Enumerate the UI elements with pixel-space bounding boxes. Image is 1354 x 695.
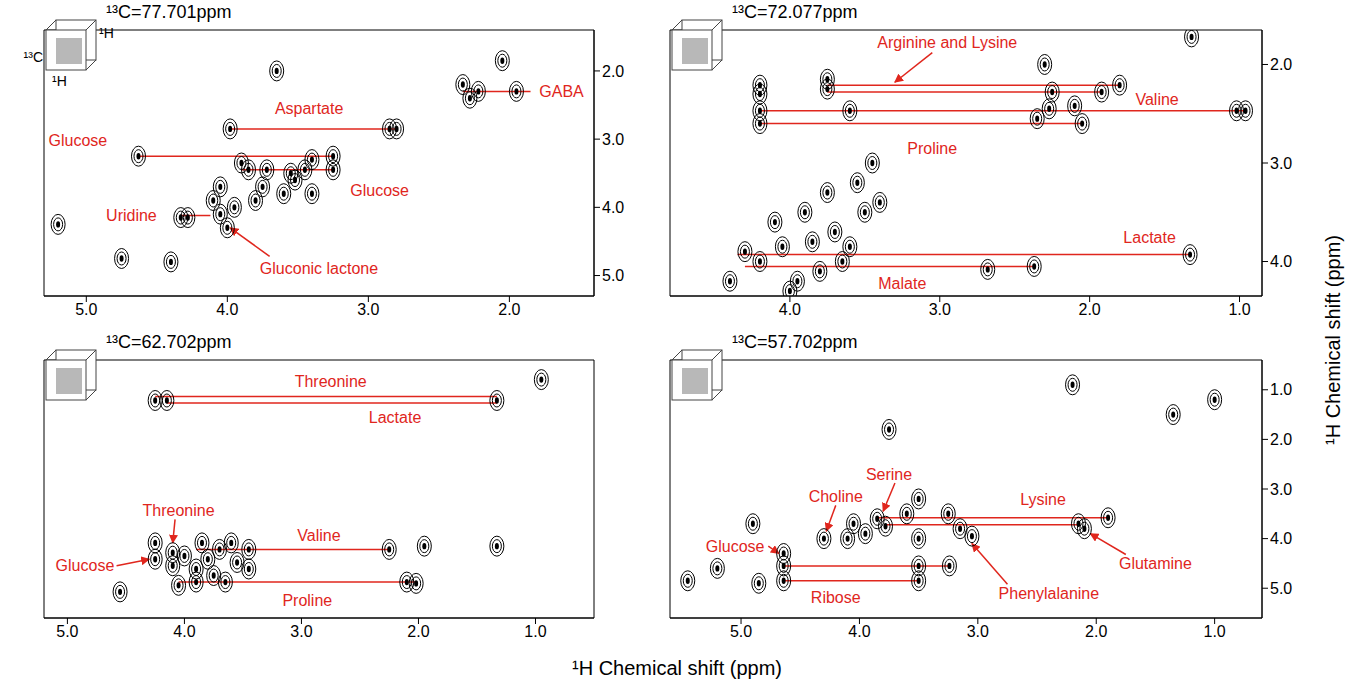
svg-text:5.0: 5.0 bbox=[56, 623, 78, 640]
svg-text:4.0: 4.0 bbox=[848, 623, 870, 640]
svg-text:2.0: 2.0 bbox=[1270, 56, 1292, 73]
svg-text:4.0: 4.0 bbox=[1270, 253, 1292, 270]
svg-text:Proline: Proline bbox=[907, 140, 957, 157]
svg-text:2.0: 2.0 bbox=[1085, 623, 1107, 640]
svg-text:Lysine: Lysine bbox=[1020, 491, 1066, 508]
svg-text:1.0: 1.0 bbox=[1228, 301, 1250, 318]
svg-text:3.0: 3.0 bbox=[929, 301, 951, 318]
svg-text:1.0: 1.0 bbox=[524, 623, 546, 640]
svg-text:Choline: Choline bbox=[809, 488, 863, 505]
svg-text:Threonine: Threonine bbox=[143, 502, 215, 519]
svg-text:Valine: Valine bbox=[297, 527, 340, 544]
svg-text:4.0: 4.0 bbox=[779, 301, 801, 318]
svg-text:Threonine: Threonine bbox=[295, 373, 367, 390]
svg-text:3.0: 3.0 bbox=[290, 623, 312, 640]
svg-text:1.0: 1.0 bbox=[1270, 381, 1292, 398]
html-text:¹³C=72.077ppm: ¹³C=72.077ppm bbox=[732, 2, 858, 22]
svg-text:1.0: 1.0 bbox=[1204, 623, 1226, 640]
svg-text:Glucose: Glucose bbox=[706, 538, 765, 555]
svg-text:Glucose: Glucose bbox=[48, 132, 107, 149]
html-text:¹³C=77.701ppm: ¹³C=77.701ppm bbox=[106, 2, 232, 22]
svg-text:Glucose: Glucose bbox=[56, 557, 115, 574]
svg-text:¹H: ¹H bbox=[52, 73, 67, 89]
svg-text:5.0: 5.0 bbox=[602, 267, 624, 284]
svg-text:Arginine and Lysine: Arginine and Lysine bbox=[877, 34, 1017, 51]
svg-text:3.0: 3.0 bbox=[1270, 155, 1292, 172]
svg-text:Glucose: Glucose bbox=[350, 182, 409, 199]
svg-text:3.0: 3.0 bbox=[1270, 481, 1292, 498]
svg-text:Valine: Valine bbox=[1135, 91, 1178, 108]
svg-text:Ribose: Ribose bbox=[811, 589, 861, 606]
svg-text:2.0: 2.0 bbox=[1270, 431, 1292, 448]
svg-text:2.0: 2.0 bbox=[1079, 301, 1101, 318]
html-text:¹³C=57.702ppm: ¹³C=57.702ppm bbox=[732, 332, 858, 352]
svg-text:Glutamine: Glutamine bbox=[1119, 555, 1192, 572]
svg-text:Aspartate: Aspartate bbox=[275, 100, 344, 117]
svg-text:2.0: 2.0 bbox=[498, 301, 520, 318]
svg-text:3.0: 3.0 bbox=[602, 131, 624, 148]
svg-text:¹³C: ¹³C bbox=[24, 49, 43, 65]
svg-text:2.0: 2.0 bbox=[602, 63, 624, 80]
svg-text:3.0: 3.0 bbox=[357, 301, 379, 318]
svg-text:¹H Chemical shift (ppm): ¹H Chemical shift (ppm) bbox=[1322, 235, 1344, 445]
svg-text:Malate: Malate bbox=[878, 275, 926, 292]
svg-text:3.0: 3.0 bbox=[967, 623, 989, 640]
html-text:¹H Chemical shift (ppm): ¹H Chemical shift (ppm) bbox=[572, 657, 782, 679]
svg-text:Lactate: Lactate bbox=[1123, 229, 1176, 246]
svg-text:Gluconic lactone: Gluconic lactone bbox=[260, 260, 378, 277]
svg-text:2.0: 2.0 bbox=[407, 623, 429, 640]
svg-text:4.0: 4.0 bbox=[602, 199, 624, 216]
svg-text:Phenylalanine: Phenylalanine bbox=[999, 585, 1100, 602]
svg-text:5.0: 5.0 bbox=[730, 623, 752, 640]
svg-text:5.0: 5.0 bbox=[75, 301, 97, 318]
svg-text:¹H: ¹H bbox=[99, 25, 114, 41]
svg-text:4.0: 4.0 bbox=[1270, 530, 1292, 547]
svg-text:GABA: GABA bbox=[539, 83, 584, 100]
svg-text:4.0: 4.0 bbox=[173, 623, 195, 640]
svg-text:5.0: 5.0 bbox=[1270, 580, 1292, 597]
svg-text:4.0: 4.0 bbox=[216, 301, 238, 318]
svg-text:Serine: Serine bbox=[866, 466, 912, 483]
html-text:¹³C=62.702ppm: ¹³C=62.702ppm bbox=[106, 332, 232, 352]
svg-text:Proline: Proline bbox=[282, 592, 332, 609]
svg-text:Lactate: Lactate bbox=[369, 409, 422, 426]
svg-text:Uridine: Uridine bbox=[106, 207, 157, 224]
